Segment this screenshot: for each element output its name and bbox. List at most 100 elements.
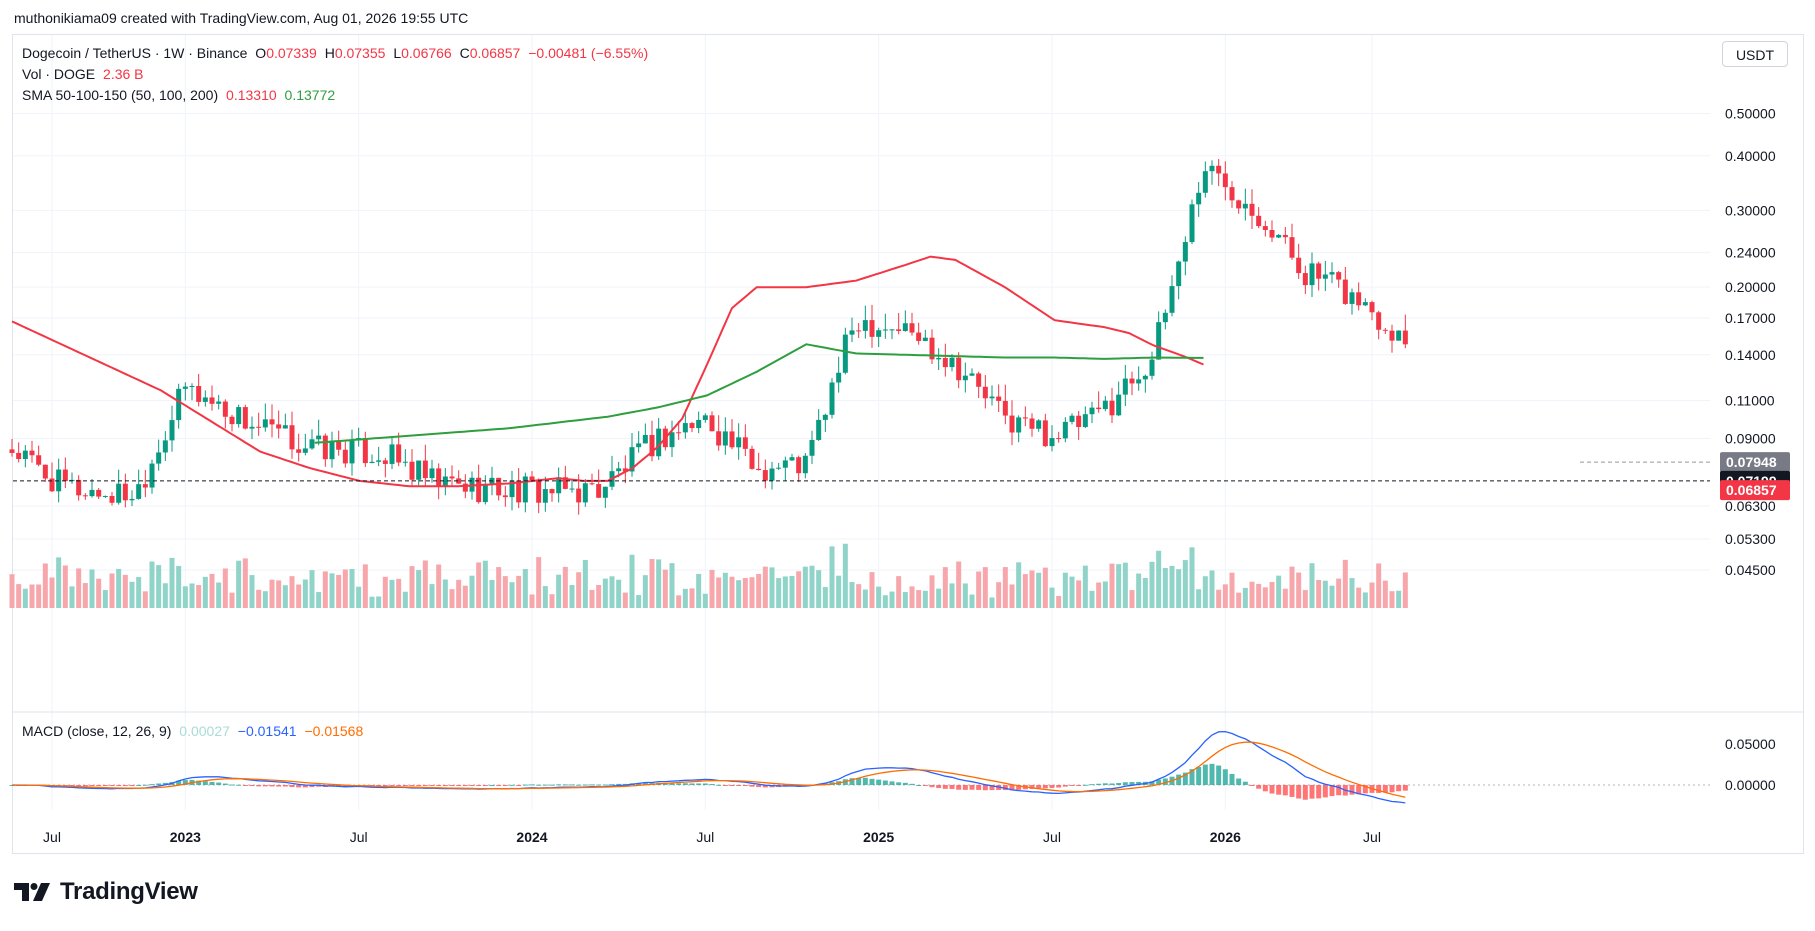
candle-body — [156, 452, 162, 464]
macd-hist-bar — [976, 785, 982, 790]
price-tick-label: 0.50000 — [1725, 105, 1776, 121]
macd-hist-bar — [1049, 785, 1055, 788]
macd-hist-bar — [229, 784, 235, 786]
macd-hist-bar — [969, 785, 975, 790]
volume-bar — [49, 577, 55, 608]
candle-body — [436, 468, 442, 487]
volume-bar — [56, 557, 62, 608]
macd-hist-bar — [1262, 785, 1268, 792]
volume-bar — [262, 591, 268, 608]
macd-hist-bar — [1062, 785, 1068, 787]
macd-hist-bar — [416, 785, 422, 786]
macd-hist-bar — [942, 785, 948, 789]
volume-bar — [762, 566, 768, 608]
macd-hist-bar — [1236, 778, 1242, 785]
macd-hist-bar — [196, 780, 202, 785]
volume-bar — [716, 577, 722, 608]
candle-body — [242, 407, 248, 429]
open-value: 0.07339 — [266, 45, 317, 61]
macd-hist-bar — [916, 784, 922, 786]
candle-body — [1249, 203, 1255, 216]
time-axis: Jul 2023 Jul 2024 Jul 2025 Jul 2026 Jul — [43, 829, 1381, 845]
volume-bars — [9, 543, 1408, 608]
macd-hist-bar — [569, 784, 575, 786]
symbol-title[interactable]: Dogecoin / TetherUS · 1W · Binance — [22, 45, 248, 61]
volume-bar — [369, 596, 375, 608]
macd-signal-line — [12, 741, 1406, 798]
macd-hist-bar — [1322, 785, 1328, 798]
sma-value-1: 0.13310 — [226, 87, 277, 103]
currency-unit-button[interactable]: USDT — [1722, 41, 1788, 67]
candle-body — [809, 439, 815, 456]
macd-legend[interactable]: MACD (close, 12, 26, 9) 0.00027 −0.01541… — [22, 723, 367, 739]
candle-body — [136, 484, 142, 499]
macd-hist-bar — [402, 785, 408, 786]
macd-hist-bar — [509, 784, 515, 786]
volume-bar — [776, 578, 782, 608]
candle-body — [909, 323, 915, 333]
candle-body — [62, 469, 68, 482]
volume-bar — [1082, 565, 1088, 608]
candle-body — [369, 461, 375, 464]
volume-bar — [782, 576, 788, 608]
macd-hist-bar — [276, 785, 282, 787]
macd-hist-bar — [696, 783, 702, 785]
volume-bar — [309, 570, 315, 608]
macd-hist-bar — [662, 783, 668, 785]
volume-bar — [589, 589, 595, 608]
volume-bar — [616, 579, 622, 608]
macd-hist-bar — [1016, 785, 1022, 790]
time-axis-label: Jul — [1043, 829, 1061, 845]
candle-body — [856, 330, 862, 332]
candle-body — [1236, 200, 1242, 209]
macd-hist-bar — [249, 785, 255, 787]
candle-body — [629, 447, 635, 472]
volume-bar — [1302, 590, 1308, 608]
macd-hist-bar — [1089, 784, 1095, 786]
volume-bar — [1156, 550, 1162, 608]
macd-hist-bar — [289, 785, 295, 788]
macd-hist-bar — [422, 785, 428, 786]
macd-label: MACD (close, 12, 26, 9) — [22, 723, 172, 739]
candle-body — [522, 476, 528, 503]
volume-bar — [896, 576, 902, 608]
macd-hist-bar — [296, 785, 302, 788]
macd-hist-bar — [1276, 785, 1282, 795]
candle-body — [796, 457, 802, 474]
candle-body — [1049, 438, 1055, 447]
candle-body — [829, 382, 835, 415]
macd-tick-label: 0.00000 — [1725, 777, 1776, 793]
volume-bar — [476, 562, 482, 608]
volume-bar — [9, 574, 15, 608]
candle-body — [289, 425, 295, 450]
volume-legend[interactable]: Vol · DOGE 2.36 B — [22, 66, 148, 82]
candle-body — [996, 396, 1002, 401]
volume-bar — [1236, 592, 1242, 608]
symbol-legend[interactable]: Dogecoin / TetherUS · 1W · Binance O0.07… — [22, 45, 652, 61]
candle-body — [422, 460, 428, 479]
volume-bar — [502, 576, 508, 608]
volume-bar — [29, 584, 35, 608]
volume-bar — [462, 585, 468, 608]
volume-bar — [576, 572, 582, 608]
candle-body — [1336, 272, 1342, 280]
candle-body — [109, 495, 115, 503]
volume-bar — [182, 586, 188, 608]
candle-body — [849, 330, 855, 335]
macd-hist-bar — [1336, 785, 1342, 796]
sma-legend[interactable]: SMA 50-100-150 (50, 100, 200) 0.13310 0.… — [22, 87, 339, 103]
candle-body — [402, 461, 408, 463]
macd-hist-bar — [1029, 785, 1035, 789]
volume-bar — [336, 574, 342, 608]
time-axis-label: Jul — [350, 829, 368, 845]
volume-bar — [662, 569, 668, 608]
volume-bar — [709, 569, 715, 608]
candle-body — [1389, 330, 1395, 341]
volume-bar — [869, 572, 875, 608]
macd-hist-bar — [1249, 785, 1255, 786]
candle-body — [42, 464, 48, 479]
volume-bar — [256, 589, 262, 608]
tradingview-logo-icon — [14, 883, 50, 901]
volume-bar — [302, 579, 308, 608]
